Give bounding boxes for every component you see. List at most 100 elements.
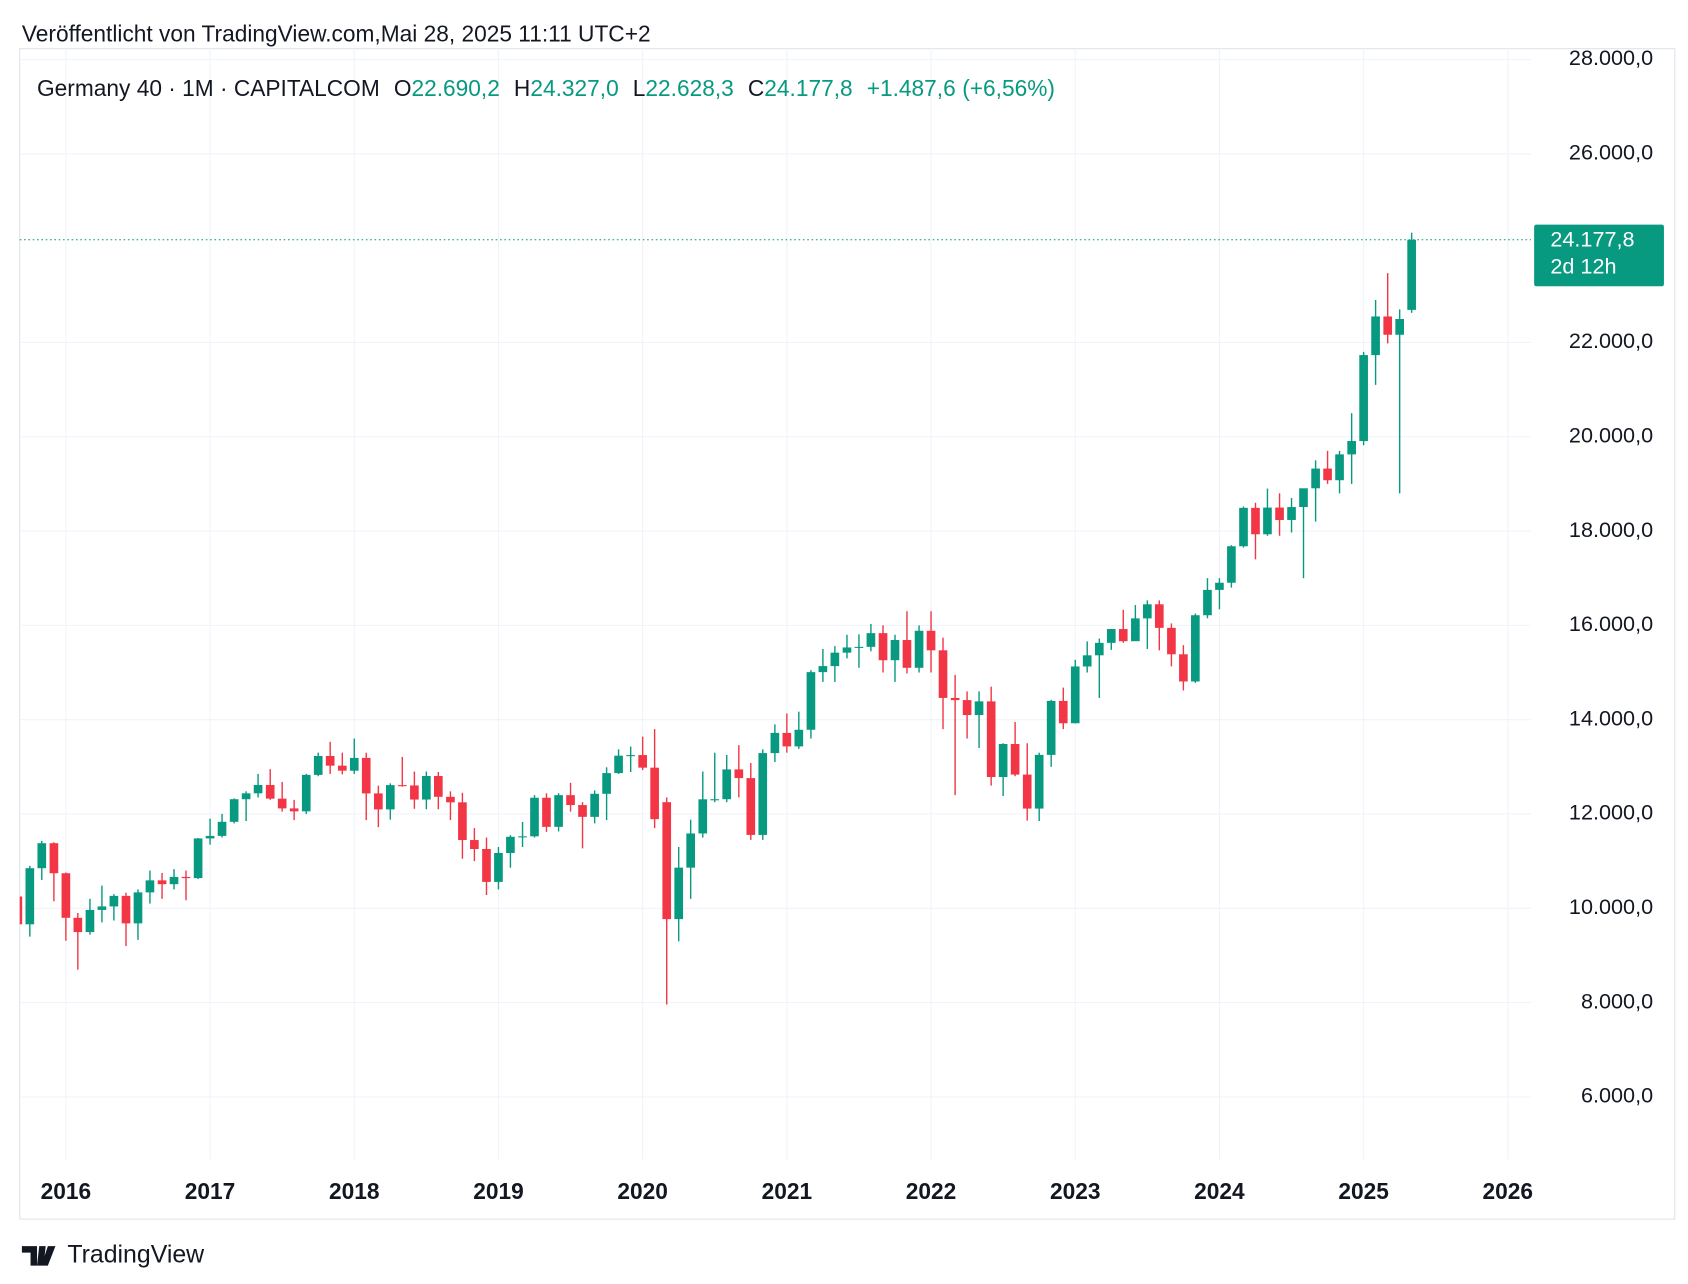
y-tick-label: 14.000,0: [1569, 705, 1653, 730]
last-price-badge: [1534, 224, 1664, 287]
candle-body: [842, 647, 852, 653]
candle-body: [385, 785, 395, 810]
candle-body: [1179, 654, 1188, 682]
legend-header: Germany 40 · 1M · CAPITALCOM O22.690,2 H24…: [37, 75, 1055, 101]
candle-body: [145, 880, 155, 893]
candle-body: [758, 753, 768, 835]
candle-body: [1359, 355, 1368, 442]
candle-body: [1167, 627, 1176, 655]
candle-body: [253, 784, 263, 794]
candle-body: [950, 697, 960, 701]
x-tick-label: 2024: [1194, 1178, 1245, 1204]
candle-body: [1371, 316, 1380, 356]
candle-body: [1323, 468, 1332, 481]
candle-body: [1275, 507, 1284, 520]
candle-body: [914, 630, 924, 668]
x-tick-label: 2016: [41, 1178, 92, 1204]
candle-body: [229, 799, 239, 822]
candle-body: [1118, 629, 1128, 642]
candle-body: [614, 755, 623, 774]
brand: TradingView: [67, 1240, 205, 1268]
candle-body: [506, 836, 515, 853]
change-pct: (+6,56%): [962, 75, 1055, 101]
last-price-label: 24.177,8: [1550, 227, 1634, 252]
candle-body: [710, 799, 720, 801]
y-tick-label: 16.000,0: [1569, 611, 1653, 636]
candle-body: [1335, 454, 1344, 481]
published: Veröffentlicht von TradingView.com,Mai 2…: [22, 21, 651, 47]
candles: [19, 232, 1416, 1005]
candle-body: [962, 700, 972, 716]
candle-body: [818, 666, 828, 673]
candle-body: [1203, 589, 1212, 616]
candle-body: [662, 802, 672, 920]
candle-body: [830, 652, 840, 667]
ohlc-key: C: [748, 75, 764, 101]
candle-body: [770, 732, 780, 754]
candle-body: [590, 793, 599, 817]
candle-body: [638, 755, 647, 768]
candle-body: [374, 793, 383, 810]
y-tick-label: 12.000,0: [1569, 800, 1653, 825]
x-tick-label: 2017: [185, 1178, 236, 1204]
candle-body: [602, 773, 611, 794]
candle-body: [1383, 316, 1393, 335]
candle-body: [686, 833, 695, 868]
candle-body: [1287, 507, 1296, 520]
candle-body: [470, 840, 479, 850]
candle-body: [566, 795, 575, 806]
y-tick-label: 8.000,0: [1581, 988, 1653, 1013]
x-tick-label: 2019: [473, 1178, 524, 1204]
candle-body: [986, 701, 996, 778]
ohlc-value: 22.690,2: [412, 75, 500, 101]
candle-body: [205, 835, 215, 839]
candle-body: [1082, 655, 1092, 667]
candle-body: [349, 757, 359, 771]
candle-body: [938, 650, 948, 698]
symbol: Germany 40 · 1M · CAPITALCOM: [37, 75, 380, 101]
candle-body: [1215, 582, 1224, 590]
candle-body: [49, 843, 59, 874]
candle-body: [121, 895, 131, 924]
candle-body: [806, 672, 816, 730]
x-tick-label: 2025: [1338, 1178, 1389, 1204]
candle-body: [169, 876, 179, 885]
countdown: 2d 12h: [1550, 254, 1616, 279]
candle-body: [722, 769, 732, 800]
candle-body: [554, 795, 563, 827]
candle-body: [1239, 507, 1248, 547]
candle-body: [361, 757, 371, 794]
x-tick-label: 2023: [1050, 1178, 1101, 1204]
candle-body: [458, 802, 467, 841]
x-tick-label: 2022: [906, 1178, 957, 1204]
y-tick-label: 20.000,0: [1569, 422, 1653, 447]
candle-body: [109, 895, 119, 907]
x-tick-label: 2020: [617, 1178, 668, 1204]
candle-body: [434, 775, 443, 797]
candle-body: [1131, 618, 1140, 642]
candle-body: [974, 701, 984, 716]
candle-body: [782, 732, 792, 747]
candle-body: [1154, 604, 1164, 628]
candle-body: [1010, 743, 1020, 775]
candle-body: [301, 774, 311, 812]
candle-body: [1022, 774, 1032, 809]
candle-body: [866, 633, 876, 647]
candle-body: [734, 769, 744, 779]
candle-body: [265, 784, 275, 799]
candle-body: [578, 805, 587, 817]
ohlc-value: 24.327,0: [530, 75, 618, 101]
y-tick-label: 10.000,0: [1569, 894, 1653, 919]
candle-body: [277, 798, 287, 809]
candle-body: [674, 867, 684, 920]
candle-body: [193, 838, 203, 879]
candle-body: [746, 778, 756, 835]
ohlc-value: 22.628,3: [645, 75, 733, 101]
candle-body: [325, 755, 335, 766]
y-tick-label: 26.000,0: [1569, 140, 1653, 165]
y-tick-label: 22.000,0: [1569, 328, 1653, 353]
y-tick-label: 28.000,0: [1569, 45, 1653, 70]
candle-body: [25, 868, 35, 925]
candle-body: [890, 640, 900, 661]
